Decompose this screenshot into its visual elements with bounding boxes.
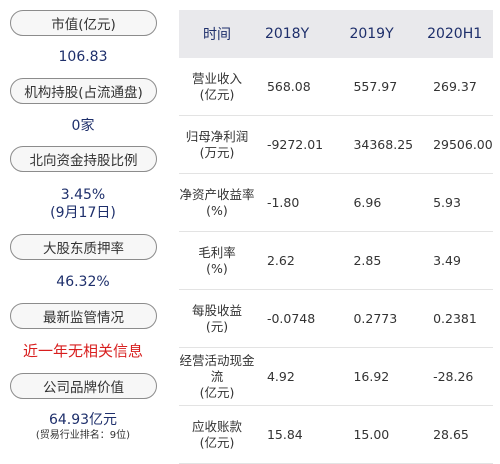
metric-cell: 应收账款 (亿元) [179, 405, 255, 464]
metric-name: 营业收入 [191, 70, 242, 86]
value-cell: 0.2773 [341, 289, 422, 348]
pledge-ratio-label: 大股东质押率 [10, 234, 157, 260]
value-cell: 4.92 [254, 347, 342, 406]
metric-name: 净资产收益率 [179, 186, 255, 202]
table-row: 应收账款 (亿元) 15.84 15.00 28.65 [179, 405, 493, 464]
value-cell: 29506.00 [421, 115, 493, 174]
value-cell: -1.80 [254, 173, 342, 232]
header-2018y: 2018Y [264, 26, 310, 42]
metric-unit: (元) [205, 318, 229, 334]
metric-cell: 营业收入 (亿元) [179, 58, 255, 116]
institutional-holdings-label: 机构持股(占流通盘) [10, 78, 157, 104]
value-cell: 16.92 [341, 347, 422, 406]
northbound-holdings-label: 北向资金持股比例 [10, 146, 157, 172]
table-row: 毛利率 (%) 2.62 2.85 3.49 [179, 231, 493, 290]
value-cell: -0.0748 [254, 289, 342, 348]
brand-value-value: 64.93亿元 [48, 412, 118, 428]
metric-cell: 每股收益 (元) [179, 289, 255, 348]
value-cell: 269.37 [421, 58, 493, 116]
metric-name: 归母净利润 [185, 128, 249, 144]
value-cell: 15.84 [254, 405, 342, 464]
metric-unit: (万元) [199, 144, 235, 160]
brand-rank-note: (贸易行业排名：9位) [35, 430, 131, 441]
value-cell: 6.96 [341, 173, 422, 232]
value-cell: -28.26 [421, 347, 493, 406]
metric-cell: 归母净利润 (万元) [179, 115, 255, 174]
market-cap-value: 106.83 [58, 49, 108, 65]
metric-unit: (亿元) [199, 434, 235, 450]
metric-cell: 毛利率 (%) [179, 231, 255, 290]
header-2019y: 2019Y [349, 26, 394, 42]
table-row: 归母净利润 (万元) -9272.01 34368.25 29506.00 [179, 115, 493, 174]
metric-name: 毛利率 [198, 244, 236, 260]
metric-unit: (亿元) [199, 86, 235, 102]
value-cell: 5.93 [421, 173, 493, 232]
northbound-holdings-value: 3.45% [60, 187, 106, 203]
value-cell: 0.2381 [421, 289, 493, 348]
market-cap-label: 市值(亿元) [10, 10, 157, 36]
value-cell: 15.00 [341, 405, 422, 464]
financial-table: 时间 2018Y 2019Y 2020H1 营业收入 (亿元) 568.08 55… [179, 10, 493, 464]
header-2020h1: 2020H1 [427, 26, 483, 42]
value-cell: 2.62 [254, 231, 342, 290]
metric-unit: (%) [206, 260, 228, 276]
metric-cell: 净资产收益率 (%) [179, 173, 255, 232]
brand-value-label: 公司品牌价值 [10, 373, 157, 399]
metric-unit: (亿元) [199, 384, 235, 400]
regulatory-status-label: 最新监管情况 [10, 303, 157, 329]
value-cell: 28.65 [421, 405, 493, 464]
table-header-row: 时间 2018Y 2019Y 2020H1 [179, 10, 493, 58]
value-cell: 34368.25 [341, 115, 422, 174]
value-cell: 3.49 [421, 231, 493, 290]
pledge-ratio-value: 46.32% [56, 274, 110, 290]
metric-cell: 经营活动现金流 (亿元) [179, 347, 255, 406]
table-row: 经营活动现金流 (亿元) 4.92 16.92 -28.26 [179, 347, 493, 406]
metric-name: 每股收益 [191, 302, 242, 318]
table-row: 净资产收益率 (%) -1.80 6.96 5.93 [179, 173, 493, 232]
value-cell: 568.08 [254, 58, 342, 116]
value-cell: 557.97 [341, 58, 422, 116]
table-row: 营业收入 (亿元) 568.08 557.97 269.37 [179, 58, 493, 116]
metric-name: 应收账款 [191, 418, 242, 434]
metric-unit: (%) [206, 202, 228, 218]
northbound-holdings-date: (9月17日) [50, 205, 116, 221]
regulatory-status-value: 近一年无相关信息 [22, 342, 143, 360]
value-cell: -9272.01 [254, 115, 342, 174]
table-row: 每股收益 (元) -0.0748 0.2773 0.2381 [179, 289, 493, 348]
institutional-holdings-value: 0家 [71, 118, 95, 134]
metric-name: 经营活动现金流 [179, 352, 255, 384]
value-cell: 2.85 [341, 231, 422, 290]
header-time: 时间 [202, 27, 231, 43]
